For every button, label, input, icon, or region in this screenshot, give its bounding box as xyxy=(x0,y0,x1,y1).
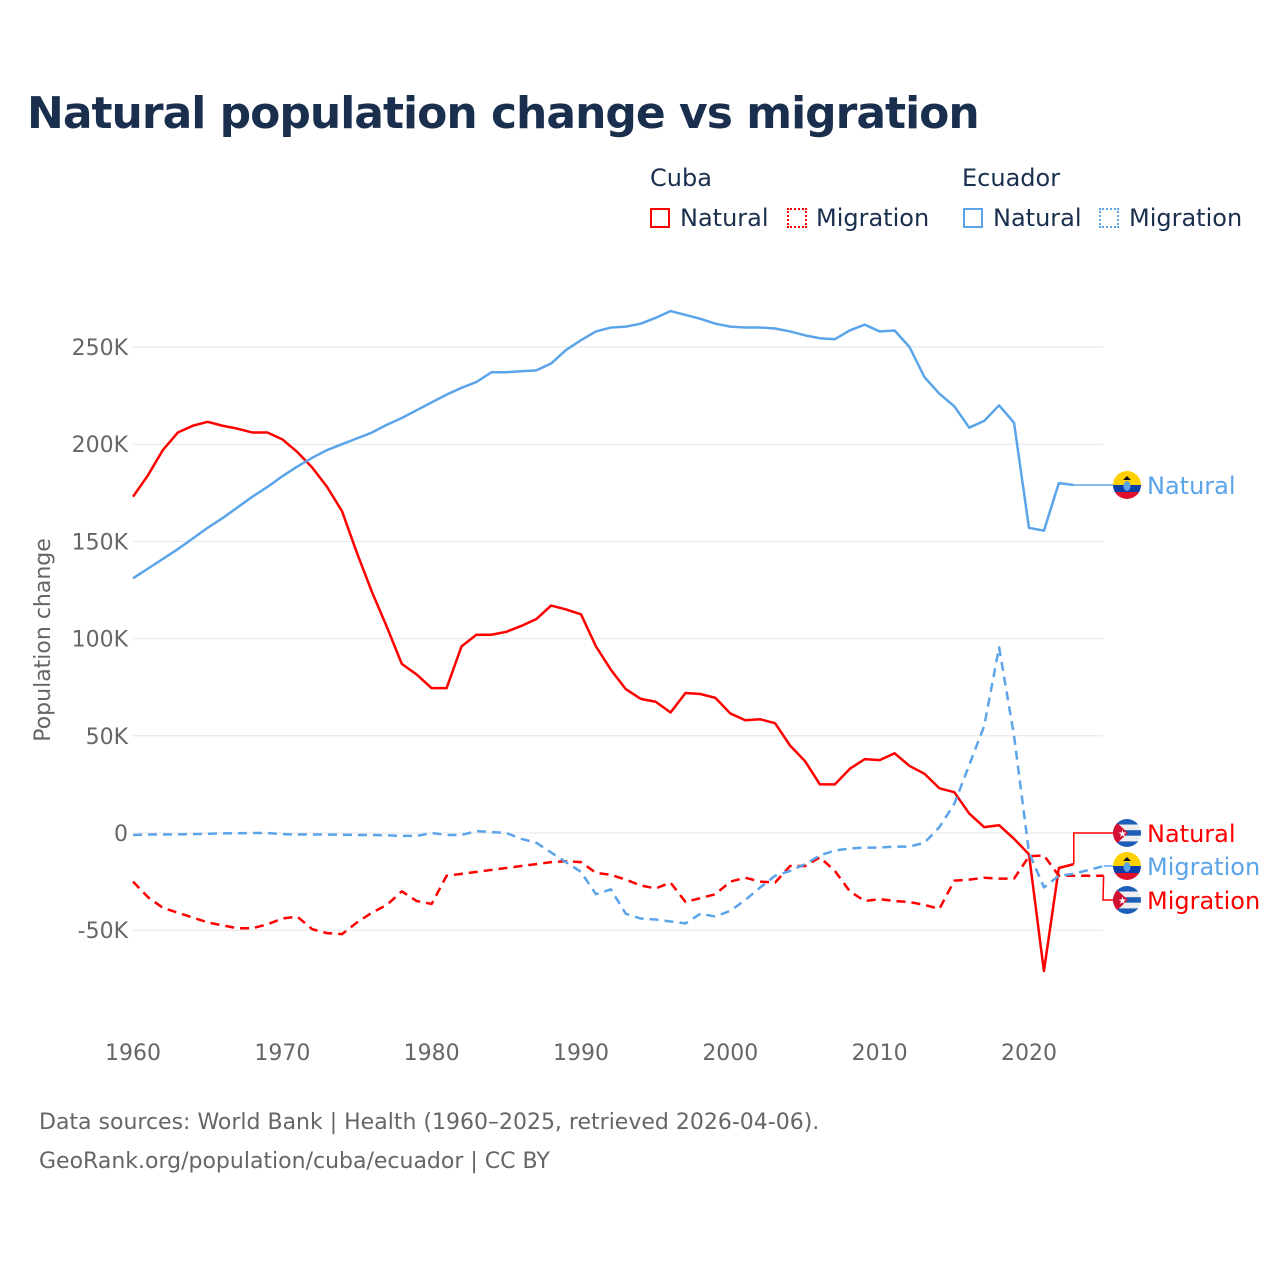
series-line-ecuador-migration xyxy=(132,646,1104,925)
flag-star: ★ xyxy=(1118,829,1127,840)
flag-stripe xyxy=(1113,819,1141,825)
y-tick-label: 50K xyxy=(86,725,129,750)
x-tick-label: 1960 xyxy=(105,1041,161,1066)
legend-swatch-cuba-natural xyxy=(650,208,670,228)
flag-stripe xyxy=(1113,841,1141,847)
end-label-cuba-migration: Migration xyxy=(1147,887,1260,915)
legend-cuba-natural[interactable]: Natural xyxy=(680,204,769,232)
cuba-flag-icon: ★ xyxy=(1113,886,1141,914)
flag-stripe xyxy=(1113,891,1141,898)
y-tick-label: 150K xyxy=(72,530,129,555)
cuba-flag-icon: ★ xyxy=(1113,819,1141,847)
flag-triangle xyxy=(1113,819,1128,847)
flag-condor xyxy=(1123,857,1131,861)
x-tick-label: 1970 xyxy=(254,1041,310,1066)
end-label-ecuador-natural: Natural xyxy=(1147,472,1236,500)
legend-swatch-ecuador-migration xyxy=(1099,208,1119,228)
series-line-cuba-natural xyxy=(131,420,1075,973)
x-tick-label: 2010 xyxy=(852,1041,908,1066)
flag-stripe xyxy=(1113,886,1141,892)
ecuador-flag-icon xyxy=(1113,852,1141,880)
end-label-cuba-natural: Natural xyxy=(1147,820,1236,848)
y-axis-label: Population change xyxy=(31,538,56,742)
flag-body xyxy=(1113,852,1141,880)
flag-stripe xyxy=(1113,902,1141,909)
series-line-ecuador-natural xyxy=(132,309,1074,580)
flag-triangle xyxy=(1113,886,1128,914)
legend-group-cuba: Cuba xyxy=(650,164,712,192)
legend-ecuador-migration[interactable]: Migration xyxy=(1129,204,1243,232)
flag-stripe xyxy=(1113,908,1141,914)
flag-stripe xyxy=(1113,835,1141,842)
ecuador-flag-icon xyxy=(1113,471,1141,499)
y-tick-label: -50K xyxy=(78,919,129,944)
legend-ecuador-natural[interactable]: Natural xyxy=(993,204,1082,232)
y-tick-label: 250K xyxy=(72,336,129,361)
footer-sources: Data sources: World Bank | Health (1960–… xyxy=(39,1110,820,1135)
series-line-cuba-migration xyxy=(132,854,1104,936)
label-connector xyxy=(1102,875,1113,901)
y-tick-label: 100K xyxy=(72,628,129,653)
end-label-ecuador-migration: Migration xyxy=(1147,853,1260,881)
flag-condor xyxy=(1123,476,1131,480)
x-tick-label: 2000 xyxy=(702,1041,758,1066)
legend-swatch-cuba-migration xyxy=(787,208,807,228)
flag-body: ★ xyxy=(1113,819,1141,847)
flag-body: ★ xyxy=(1113,886,1141,914)
label-connector xyxy=(1073,832,1113,865)
flag-star: ★ xyxy=(1118,896,1127,907)
legend-cuba-migration[interactable]: Migration xyxy=(816,204,930,232)
y-tick-label: 200K xyxy=(72,433,129,458)
legend-swatch-ecuador-natural xyxy=(963,208,983,228)
flag-stripe xyxy=(1113,824,1141,831)
flag-stripe xyxy=(1113,873,1141,880)
chart-title: Natural population change vs migration xyxy=(27,88,980,139)
y-tick-label: 0 xyxy=(114,822,128,847)
x-tick-label: 1980 xyxy=(404,1041,460,1066)
flag-body xyxy=(1113,471,1141,499)
flag-emblem xyxy=(1123,862,1131,872)
flag-stripe xyxy=(1113,492,1141,499)
flag-emblem xyxy=(1123,481,1131,491)
footer-credit[interactable]: GeoRank.org/population/cuba/ecuador | CC… xyxy=(39,1149,550,1174)
x-tick-label: 1990 xyxy=(553,1041,609,1066)
legend-group-ecuador: Ecuador xyxy=(962,164,1061,192)
x-tick-label: 2020 xyxy=(1001,1041,1057,1066)
